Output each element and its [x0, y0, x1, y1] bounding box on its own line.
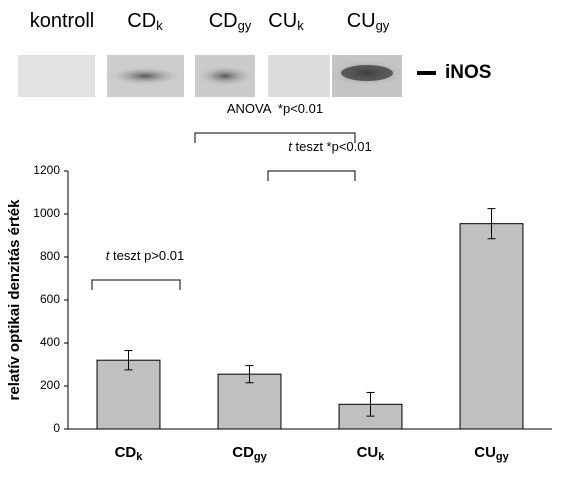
blot-band: [109, 67, 181, 85]
lane-label: kontroll: [30, 10, 94, 32]
annotation-text: ANOVA *p<0.01: [227, 101, 323, 116]
lane-label: CDk: [127, 10, 163, 33]
blot-band: [197, 66, 253, 86]
x-tick-label: CDgy: [232, 444, 267, 463]
x-tick-label-main: CD: [232, 444, 254, 461]
lane-label-main: CU: [347, 10, 376, 32]
x-tick-label-sub: gy: [254, 451, 268, 463]
y-tick-label: 1000: [33, 206, 60, 220]
lane-label-sub: k: [156, 18, 163, 33]
bar: [459, 223, 524, 430]
lane-label-sub: k: [297, 18, 304, 33]
significance-bracket: [194, 132, 356, 143]
blot-lane: [268, 55, 330, 97]
x-tick-label: CDk: [115, 444, 144, 463]
lane-label: CUk: [268, 10, 304, 33]
bar: [96, 359, 161, 430]
x-tick-label-main: CU: [357, 444, 379, 461]
blot-lane: [18, 55, 95, 97]
x-tick-label-main: CU: [474, 444, 496, 461]
bar: [217, 373, 282, 430]
lane-label: CUgy: [347, 10, 390, 33]
annotation: t teszt *p<0.01: [288, 139, 372, 154]
x-tick-label-main: CD: [115, 444, 137, 461]
significance-bracket: [91, 279, 181, 290]
y-tick-label: 400: [40, 335, 60, 349]
x-tick-label-sub: k: [378, 451, 385, 463]
annotation-italic: t: [106, 248, 111, 263]
lane-label-sub: gy: [238, 18, 252, 33]
western-blot: iNOS: [18, 55, 491, 97]
y-tick-label: 0: [53, 421, 60, 435]
lane-label-main: CD: [209, 10, 238, 32]
lane-label: CDgy: [209, 10, 252, 33]
lane-label-sub: gy: [376, 18, 390, 33]
lane-label-main: CD: [127, 10, 156, 32]
y-tick-label: 600: [40, 292, 60, 306]
y-axis-label: relatív optikai denzitás érték: [6, 199, 23, 401]
annotation: t teszt p>0.01: [106, 248, 184, 263]
y-tick-label: 800: [40, 249, 60, 263]
significance-bracket: [267, 170, 356, 181]
x-tick-label: CUk: [357, 444, 386, 463]
y-tick-label: 1200: [33, 163, 60, 177]
x-tick-label-sub: gy: [496, 451, 510, 463]
annotation-italic: t: [288, 139, 293, 154]
annotation-text: teszt p>0.01: [109, 248, 184, 263]
lane-label-main: kontroll: [30, 10, 94, 32]
lane-label-main: CU: [268, 10, 297, 32]
blot-band: [341, 65, 393, 81]
band-label: iNOS: [445, 62, 491, 83]
annotation-text: teszt *p<0.01: [292, 139, 372, 154]
y-tick-label: 200: [40, 378, 60, 392]
annotation: ANOVA *p<0.01: [227, 101, 323, 116]
x-tick-label-sub: k: [136, 451, 143, 463]
x-tick-label: CUgy: [474, 444, 509, 463]
